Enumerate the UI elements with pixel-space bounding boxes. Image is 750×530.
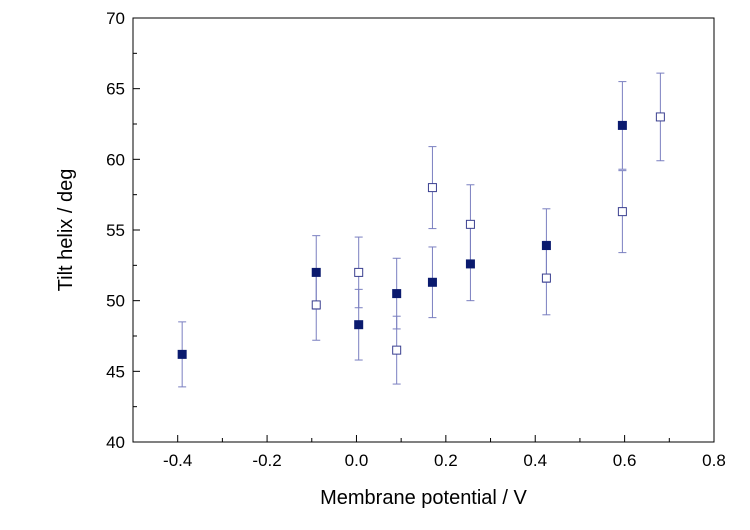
x-tick-label: -0.4: [163, 451, 192, 470]
x-tick-label: -0.2: [252, 451, 281, 470]
x-tick-label: 0.0: [345, 451, 369, 470]
data-point-open: [655, 112, 665, 122]
data-point-open: [465, 219, 475, 229]
data-point-filled: [354, 320, 364, 330]
error-bars: [178, 72, 665, 388]
x-tick-label: 0.6: [613, 451, 637, 470]
y-tick-label: 70: [106, 9, 125, 28]
tick-labels: -0.4 -0.2 0.0 0.2 0.4 0.6 0.8 40 45 50 55 60 65 70: [106, 9, 726, 470]
y-tick-label: 45: [106, 362, 125, 381]
y-tick-label: 40: [106, 433, 125, 452]
y-tick-label: 55: [106, 221, 125, 240]
x-tick-label: 0.8: [702, 451, 726, 470]
plot-frame: [132, 17, 715, 443]
data-point-filled: [541, 241, 551, 251]
data-point-filled: [427, 277, 437, 287]
y-tick-label: 50: [106, 292, 125, 311]
y-axis-title: Tilt helix / deg: [55, 169, 77, 292]
data-point-open: [541, 273, 551, 283]
data-point-filled: [617, 120, 627, 130]
data-point-open: [354, 267, 364, 277]
y-tick-label: 65: [106, 80, 125, 99]
x-tick-label: 0.2: [434, 451, 458, 470]
y-tick-label: 60: [106, 150, 125, 169]
data-point-filled: [311, 267, 321, 277]
data-markers: [177, 112, 665, 359]
data-point-open: [617, 207, 627, 217]
x-axis-title: Membrane potential / V: [320, 487, 527, 509]
data-point-filled: [465, 259, 475, 269]
data-point-filled: [392, 289, 402, 299]
data-point-open: [311, 300, 321, 310]
axis-ticks: [132, 17, 715, 443]
data-point-open: [392, 345, 402, 355]
data-point-open: [427, 183, 437, 193]
x-tick-label: 0.4: [523, 451, 547, 470]
data-point-filled: [177, 349, 187, 359]
